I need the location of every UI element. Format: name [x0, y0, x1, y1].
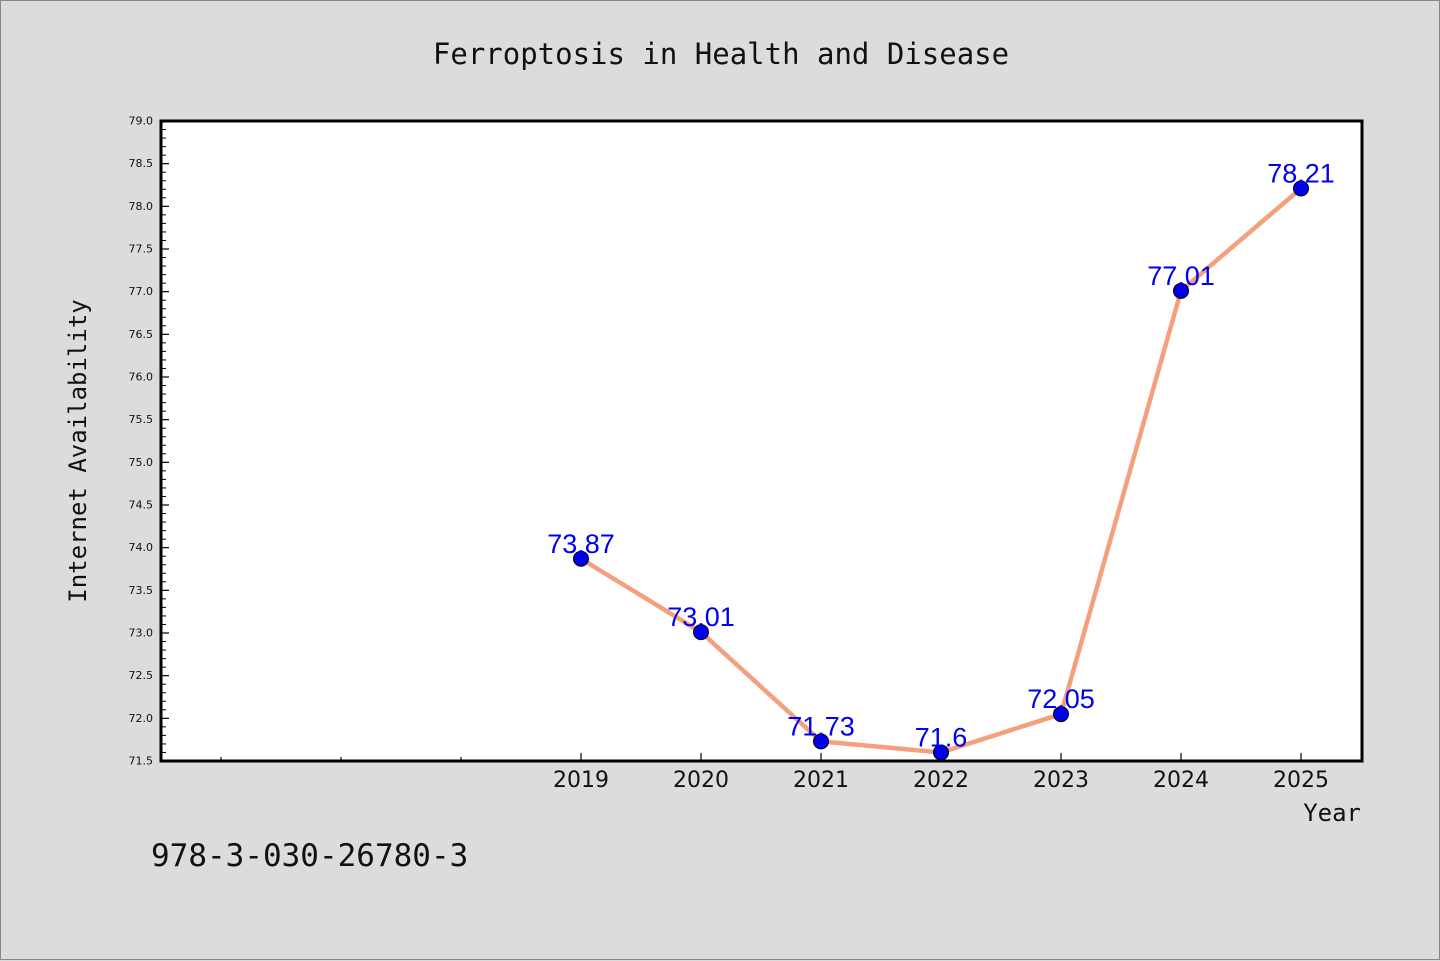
data-label: 73.87 — [547, 529, 615, 559]
data-label: 71.73 — [787, 711, 855, 741]
series-line-segment — [698, 629, 824, 744]
y-tick-label: 75.5 — [129, 413, 154, 426]
y-tick-label: 72.5 — [129, 669, 154, 682]
data-point — [693, 624, 709, 641]
x-axis: 2019 2020 2021 2022 2023 2024 2025 — [220, 753, 1329, 793]
x-tick-label: 2021 — [793, 768, 849, 793]
plot-area — [159, 119, 1364, 763]
y-tick-label: 73.5 — [129, 584, 154, 597]
data-point — [1053, 706, 1069, 723]
y-tick-label: 74.5 — [129, 499, 154, 512]
data-point — [813, 733, 829, 750]
footer-isbn: 978-3-030-26780-3 — [151, 838, 468, 874]
data-point — [933, 744, 949, 761]
y-tick-label: 75.0 — [129, 456, 154, 469]
y-tick-label: 77.0 — [129, 285, 154, 298]
series-line-group — [578, 186, 1304, 755]
data-label: 72.05 — [1027, 684, 1095, 714]
y-tick-label: 78.5 — [129, 157, 154, 170]
x-tick-label: 2024 — [1153, 768, 1209, 793]
y-tick-label: 77.5 — [129, 243, 154, 256]
data-label: 77.01 — [1147, 261, 1215, 291]
series-line-segment — [1178, 186, 1304, 294]
x-tick-label: 2022 — [913, 768, 969, 793]
data-label: 73.01 — [667, 602, 735, 632]
data-point — [1293, 180, 1309, 197]
y-tick-label: 78.0 — [129, 200, 154, 213]
data-point — [1173, 282, 1189, 299]
y-tick-label: 73.0 — [129, 627, 154, 640]
series-line-segment — [818, 739, 944, 755]
series-line-segment — [578, 556, 704, 635]
data-label: 78.21 — [1267, 158, 1335, 188]
x-tick-label: 2025 — [1273, 768, 1329, 793]
y-axis-label: Internet Availability — [64, 299, 92, 602]
y-axis: 71.5 72.0 72.5 73.0 73.5 74.0 74.5 75.0 75.5 76.0… — [129, 115, 169, 768]
y-tick-label: 74.0 — [129, 541, 154, 554]
x-axis-label: Year — [1303, 799, 1361, 827]
y-tick-label: 79.0 — [129, 115, 154, 128]
series-line-segment — [938, 711, 1064, 755]
x-tick-label: 2020 — [673, 768, 729, 793]
y-tick-label: 76.0 — [129, 371, 154, 384]
y-tick-label: 76.5 — [129, 328, 154, 341]
data-label: 71.6 — [915, 722, 968, 752]
x-tick-label: 2023 — [1033, 768, 1089, 793]
data-point — [573, 550, 589, 567]
x-tick-label: 2019 — [553, 768, 609, 793]
markers-group — [573, 180, 1309, 761]
data-labels-group: 73.87 73.01 71.73 71.6 72.05 77.01 78.21 — [547, 158, 1335, 752]
y-tick-label: 71.5 — [129, 755, 154, 768]
chart-title: Ferroptosis in Health and Disease — [433, 37, 1009, 71]
y-tick-label: 72.0 — [129, 712, 154, 725]
series-line-segment — [1058, 288, 1184, 717]
